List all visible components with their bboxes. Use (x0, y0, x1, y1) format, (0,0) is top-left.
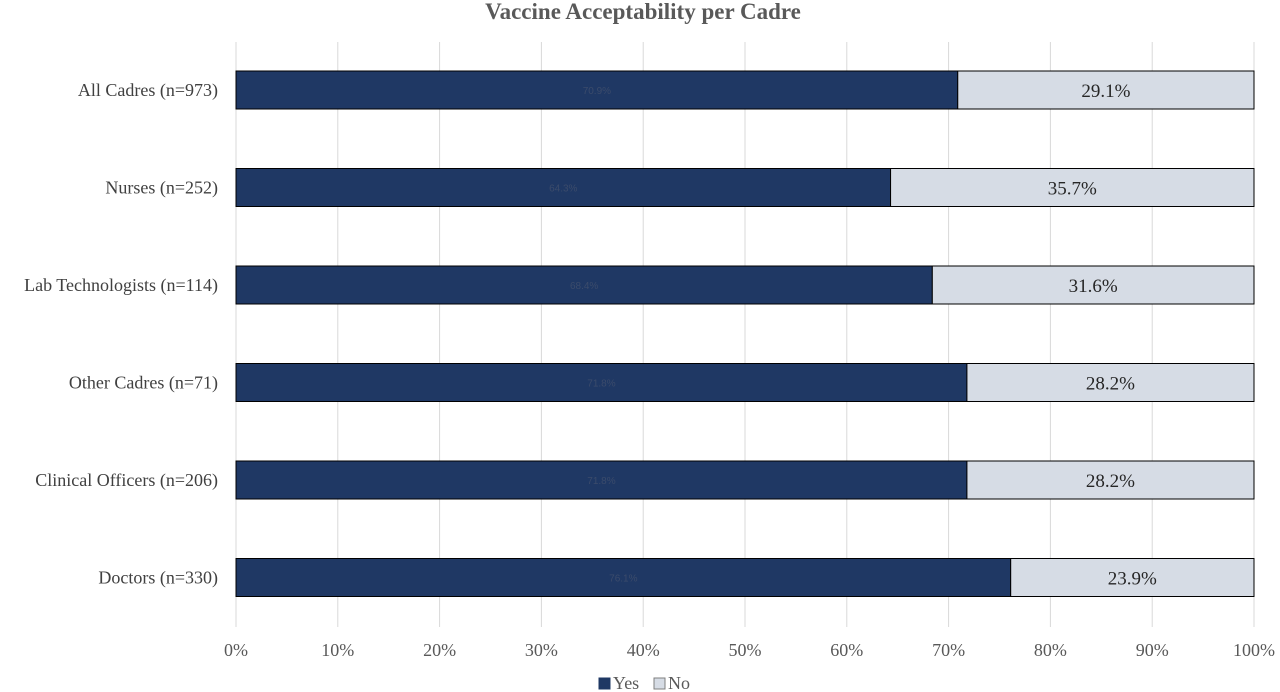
x-tick-label: 100% (1233, 640, 1275, 660)
x-tick-label: 0% (224, 640, 248, 660)
legend: Yes No (598, 673, 690, 692)
category-label: Doctors (n=330) (98, 568, 218, 589)
data-label-no: 29.1% (1081, 81, 1130, 102)
data-label-yes: 64.3% (549, 184, 577, 195)
data-label-yes: 70.9% (583, 86, 611, 97)
bar-segment-no (890, 168, 1255, 207)
data-label-yes: 71.8% (587, 379, 615, 390)
data-label-no: 35.7% (1048, 179, 1097, 200)
x-tick-label: 10% (321, 640, 354, 660)
bar-segment-yes (235, 168, 892, 207)
x-tick-label: 60% (830, 640, 863, 660)
x-axis-tick-labels: 0% 10% 20% 30% 40% 50% 60% 70% 80% 90% 100% (224, 640, 1275, 660)
chart-title: Vaccine Acceptability per Cadre (485, 0, 801, 24)
category-labels: All Cadres (n=973) Nurses (n=252) Lab Tech… (24, 80, 218, 589)
legend-swatch-no (653, 677, 666, 690)
x-tick-label: 20% (423, 640, 456, 660)
data-label-yes: 76.1% (609, 574, 637, 585)
x-tick-label: 40% (627, 640, 660, 660)
bar-segment-yes (235, 265, 933, 305)
bar-segment-yes (235, 460, 968, 500)
x-tick-label: 70% (932, 640, 965, 660)
grid-layer (235, 42, 1255, 627)
legend-label-yes: Yes (613, 673, 639, 692)
category-label: Nurses (n=252) (105, 178, 218, 199)
category-label: Clinical Officers (n=206) (35, 470, 218, 491)
bar-segment-yes (235, 70, 959, 110)
data-label-no: 31.6% (1069, 276, 1118, 297)
x-tick-label: 50% (729, 640, 762, 660)
x-tick-label: 30% (525, 640, 558, 660)
legend-label-no: No (668, 673, 690, 692)
bar-segment-no (957, 70, 1255, 110)
bar-segment-no (966, 363, 1255, 402)
x-tick-label: 80% (1034, 640, 1067, 660)
data-label-no: 28.2% (1086, 374, 1135, 395)
data-label-no: 23.9% (1108, 569, 1157, 590)
category-label: Other Cadres (n=71) (69, 373, 218, 394)
data-label-yes: 71.8% (587, 476, 615, 487)
data-label-no: 28.2% (1086, 471, 1135, 492)
bar-segment-no (931, 265, 1255, 305)
bar-segment-yes (235, 363, 968, 402)
bar-segment-yes (235, 558, 1012, 597)
bars-layer: 70.9% 29.1% 64.3% 35.7% 68.4% 31.6% 71.8% 28.2%… (235, 70, 1255, 597)
bar-segment-no (1010, 558, 1255, 597)
bar-segment-no (966, 460, 1255, 500)
x-tick-label: 90% (1136, 640, 1169, 660)
category-label: Lab Technologists (n=114) (24, 275, 218, 296)
category-label: All Cadres (n=973) (78, 80, 218, 101)
data-label-yes: 68.4% (570, 281, 598, 292)
legend-swatch-yes (598, 677, 611, 690)
